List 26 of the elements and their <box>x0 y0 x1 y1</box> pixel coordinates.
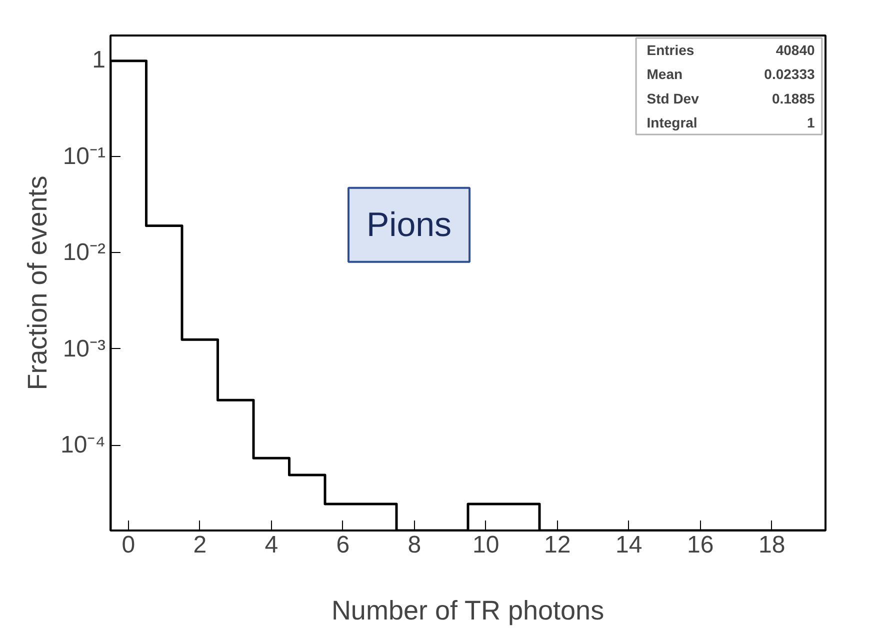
x-tick-label: 18 <box>758 532 786 558</box>
x-tick-label: 6 <box>336 532 350 558</box>
y-tick-label: 1 <box>92 46 106 74</box>
y-tick-label: 10⁻¹ <box>62 142 106 170</box>
annotation: Std Dev <box>646 90 700 106</box>
annotation: Integral <box>646 114 698 130</box>
x-tick-label: 8 <box>408 532 422 558</box>
annotation: Pions <box>366 206 452 244</box>
annotation: 1 <box>806 114 815 130</box>
x-tick-label: 10 <box>472 532 500 558</box>
annotation: 40840 <box>776 42 815 58</box>
x-tick-label: 4 <box>264 532 278 558</box>
x-tick-label: 12 <box>544 532 571 558</box>
x-tick-label: 16 <box>687 532 714 558</box>
annotation: 0.02333 <box>764 66 815 82</box>
annotation: Mean <box>646 66 683 82</box>
annotation: Entries <box>646 42 694 58</box>
y-tick-label: 10⁻⁴ <box>60 432 106 459</box>
x-tick-label: 14 <box>616 532 642 558</box>
y-axis-title: Fraction of events <box>22 176 52 390</box>
y-tick-label: 10⁻² <box>62 239 106 266</box>
x-axis-title: Number of TR photons <box>331 596 604 626</box>
y-tick-label: 10⁻³ <box>62 335 106 362</box>
annotation: 0.1885 <box>772 90 815 106</box>
x-tick-label: 0 <box>122 532 136 558</box>
x-tick-label: 2 <box>193 532 207 558</box>
